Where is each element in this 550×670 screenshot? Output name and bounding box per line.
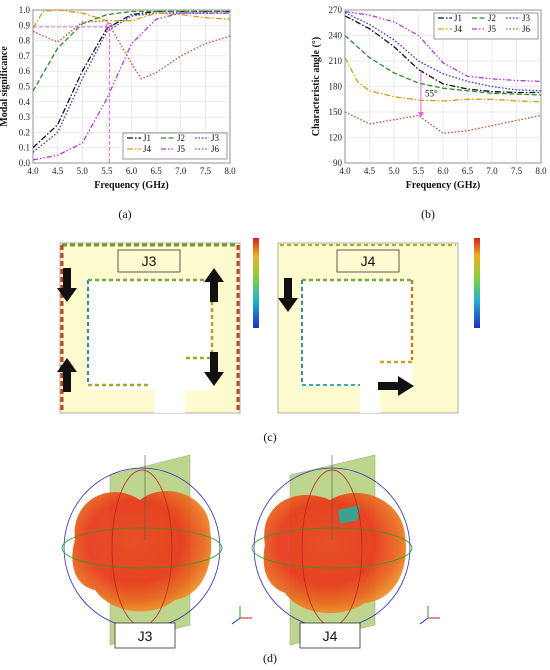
y-tick-label: 1.0 [19,5,31,15]
x-tick-label: 6.5 [151,166,163,176]
series-line-j5 [33,12,230,161]
series-line-j2 [345,35,541,96]
down-arrow-icon [204,352,224,386]
y-tick-label: 120 [329,133,343,143]
caption-c: (c) [263,430,276,444]
y-tick-label: 150 [329,107,343,117]
x-tick-label: 7.0 [486,166,498,176]
chart-a: 4.0 4.5 5.0 5.5 6.0 6.5 7.0 7.5 8.0 0.0 0.1 0.2 0.3 0… [0,5,236,191]
j4-edge-current [280,244,456,386]
series-line-j4 [33,10,230,29]
right-arrow-icon [378,376,414,396]
legend-label-j1: J1 [454,13,462,23]
legend-label-j3: J3 [522,13,531,23]
x-tick-label: 4.0 [27,166,39,176]
legend-label-j3: J3 [211,133,220,143]
y-tick-label: 210 [329,56,343,66]
x-axis-label: Frequency (GHz) [406,180,481,191]
legend-label-j5: J5 [488,24,497,34]
legend-box [122,132,228,160]
annotation-arrowhead [417,112,424,118]
series-line-j3 [345,12,541,92]
y-tick-label: 0.3 [19,112,31,122]
x-tick-label: 7.5 [200,166,212,176]
x-tick-label: 4.5 [364,166,376,176]
y-tick-label: 0.2 [19,127,30,137]
x-tick-label: 6.5 [462,166,474,176]
x-tick-label: 6.0 [126,166,138,176]
series-line-j2 [33,10,230,92]
y-tick-label: 240 [329,31,343,41]
current-panel-j3: J3 [57,238,259,414]
current-panel-j4: J4 [277,238,480,414]
y-tick-label: 0.6 [19,66,31,76]
legend-label-j1: J1 [143,133,151,143]
pattern-panel-j3: J3 [61,454,252,649]
panel-label-j3: J3 [142,253,157,269]
y-tick-label: 0.1 [19,143,30,153]
x-tick-label: 6.0 [437,166,449,176]
x-tick-label: 8.0 [224,166,236,176]
axis-triad-icon [419,606,440,625]
y-tick-label: 0.0 [19,158,31,168]
up-arrow-icon [204,268,224,302]
y-tick-label: 90 [333,158,343,168]
pattern-label-j4: J4 [323,628,338,644]
y-tick-label: 0.4 [19,97,31,107]
x-tick-label: 5.0 [77,166,89,176]
x-tick-label: 5.5 [101,166,113,176]
caption-d: (d) [263,651,277,665]
series-line-j5 [345,11,541,83]
legend-label-j4: J4 [454,24,463,34]
x-tick-label: 4.0 [339,166,351,176]
down-arrow-icon [57,268,77,302]
x-tick-label: 5.0 [388,166,400,176]
axis-triad-icon [231,606,252,625]
colorbar-j3 [253,238,259,328]
y-tick-label: 0.8 [19,36,31,46]
y-tick-label: 180 [329,82,343,92]
panel-label-j4: J4 [361,253,376,269]
x-tick-label: 7.5 [511,166,523,176]
chart-b: 4.0 4.5 5.0 5.5 6.0 6.5 7.0 7.5 8.0 90 120 150 180 21… [311,5,547,191]
legend-label-j5: J5 [177,144,186,154]
annotation-label: 55° [425,89,438,99]
x-tick-label: 4.5 [52,166,64,176]
y-tick-label: 270 [329,5,343,15]
y-axis-label: Modal significance [0,46,10,127]
series-line-j6 [345,111,541,134]
x-tick-label: 8.0 [535,166,547,176]
y-tick-label: 0.5 [19,82,31,92]
y-axis-label: Characteristic angle (°) [311,37,322,137]
j3-edge-current [60,243,240,411]
pattern-label-j3: J3 [138,628,153,644]
legend-label-j4: J4 [143,144,152,154]
legend-label-j2: J2 [177,133,185,143]
series-line-j4 [345,57,541,103]
caption-b: (b) [421,207,435,221]
x-tick-label: 5.5 [413,166,425,176]
pattern-panel-j4: J4 [251,454,440,649]
up-arrow-icon [57,358,77,392]
x-tick-label: 7.0 [175,166,187,176]
legend-box [433,12,539,40]
legend-label-j6: J6 [211,144,220,154]
marker-circle [105,22,114,31]
colorbar-j4 [474,238,480,328]
legend-label-j2: J2 [488,13,496,23]
x-axis-label: Frequency (GHz) [94,180,169,191]
y-tick-label: 0.9 [19,20,31,30]
caption-a: (a) [118,207,131,221]
y-tick-label: 0.7 [19,51,31,61]
legend-label-j6: J6 [522,24,531,34]
series-line-j1 [345,15,541,94]
down-arrow-icon [278,278,298,312]
series-line-j1 [33,10,230,149]
